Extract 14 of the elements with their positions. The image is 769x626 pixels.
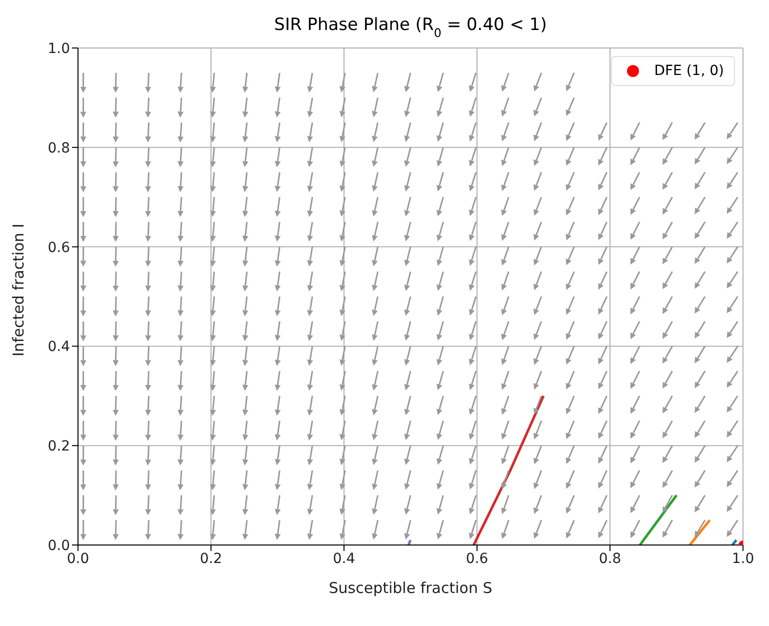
x-tick-label: 0.6 — [466, 550, 488, 567]
y-tick-label: 0.6 — [48, 240, 70, 256]
y-tick-label: 0.4 — [48, 339, 70, 356]
x-tick-label: 0.2 — [200, 550, 222, 567]
y-tick-label: 0.8 — [48, 140, 70, 156]
x-axis-title: Susceptible fraction S — [328, 579, 492, 597]
chart-title: SIR Phase Plane (R$_{0}$ = 0.40 < 1) — [274, 15, 547, 40]
x-tick-label: 0.4 — [332, 550, 356, 567]
x-tick-label: 1.0 — [732, 550, 754, 567]
legend-label: DFE (1, 0) — [654, 63, 724, 79]
y-tick-label: 1.0 — [48, 40, 70, 57]
y-tick-label: 0.2 — [48, 438, 70, 455]
x-tick-label: 0.8 — [598, 550, 622, 567]
y-axis-title: Infected fraction I — [9, 224, 28, 356]
